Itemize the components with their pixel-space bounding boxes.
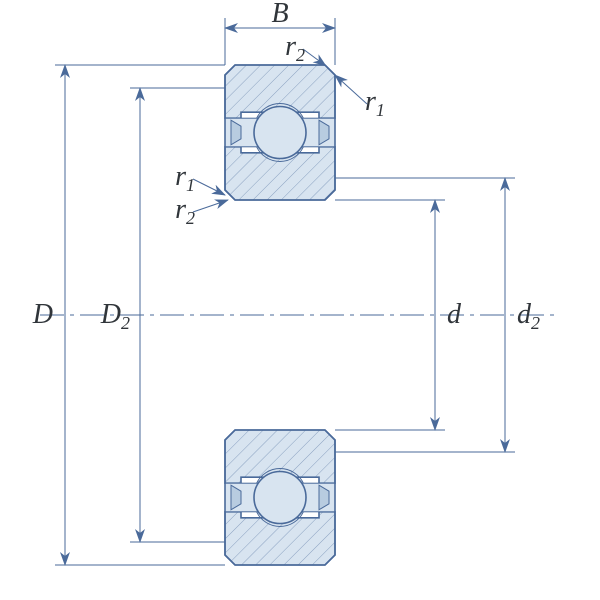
bearing-cross-section-diagram: BDD2dd2r2r1r1r2 (0, 0, 600, 600)
dim-label: d (447, 299, 462, 330)
dim-label: r2 (285, 31, 305, 65)
dim-label: D2 (100, 299, 130, 333)
dim-label: r2 (175, 194, 195, 228)
dim-label: B (271, 0, 288, 29)
dim-label: r1 (175, 161, 195, 195)
dim-label: d2 (517, 299, 540, 333)
dim-label: D (32, 299, 53, 330)
dim-label: r1 (365, 86, 385, 120)
